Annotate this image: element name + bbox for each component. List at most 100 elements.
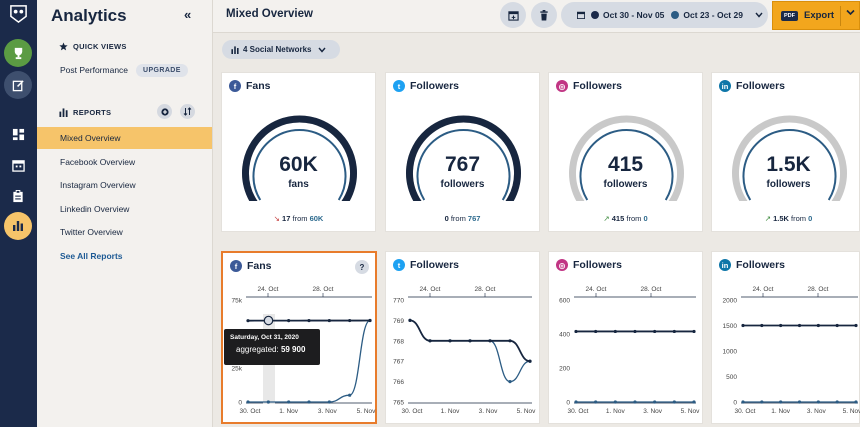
top-tick-label: 28. Oct	[475, 286, 496, 293]
sidebar: Analytics « QUICK VIEWS Post Performance…	[37, 0, 213, 427]
data-point	[574, 400, 578, 404]
data-point	[368, 318, 372, 323]
top-tick-label: 28. Oct	[641, 286, 662, 293]
delta-value: 0	[444, 214, 449, 223]
networks-filter-label: 4 Social Networks	[243, 45, 312, 54]
data-point	[760, 323, 764, 328]
card-header: t Followers	[393, 80, 459, 92]
gauge-card: ◎ Followers 415 followers ↗ 415 from 0	[548, 72, 703, 232]
card-header: in Followers	[719, 80, 785, 92]
gauge-fill	[242, 115, 357, 201]
data-point	[327, 318, 331, 323]
delete-report-button[interactable]	[531, 2, 557, 28]
help-button[interactable]: ?	[355, 260, 369, 274]
y-tick-label: 200	[559, 366, 570, 373]
card-title: Followers	[573, 259, 623, 271]
owl-logo-icon[interactable]	[9, 4, 28, 23]
top-tick-label: 28. Oct	[313, 286, 334, 293]
question-icon: ?	[359, 262, 365, 272]
top-tick-label: 24. Oct	[420, 286, 441, 293]
add-report-button[interactable]	[157, 104, 172, 119]
sort-reports-button[interactable]	[180, 104, 195, 119]
top-tick-label: 24. Oct	[258, 286, 279, 293]
tooltip-body: aggregated: 59 900	[230, 345, 314, 354]
plus-icon	[160, 107, 169, 116]
data-point	[287, 319, 291, 323]
y-tick-label: 767	[393, 359, 404, 366]
arrow-up-icon: ↗	[764, 214, 771, 223]
current-date-range: Oct 30 - Nov 05	[603, 10, 665, 20]
y-tick-label: 75k	[232, 298, 243, 305]
from-label: from	[450, 214, 466, 223]
data-point	[741, 400, 745, 404]
arrow-down-icon: ↘	[273, 214, 280, 223]
linkedin-icon: in	[719, 259, 731, 271]
data-point	[408, 318, 412, 322]
gauge-value: 767	[444, 153, 481, 176]
data-point	[613, 400, 617, 404]
data-point	[633, 329, 637, 334]
data-point	[348, 393, 352, 397]
sidebar-item-instagram-overview[interactable]: Instagram Overview	[37, 174, 212, 196]
y-tick-label: 769	[393, 318, 404, 325]
card-title: Fans	[247, 260, 272, 272]
gauge-value: 415	[607, 153, 644, 176]
export-options-chevron-icon[interactable]	[846, 9, 855, 16]
card-title: Followers	[736, 80, 786, 92]
data-point	[779, 400, 783, 404]
gauge-inner-ring	[579, 129, 674, 201]
date-range-picker[interactable]: Oct 30 - Nov 05 Oct 23 - Oct 29	[561, 2, 768, 28]
y-tick-label: 768	[393, 338, 404, 345]
y-tick-label: 770	[393, 298, 404, 305]
gauge-fill	[406, 115, 521, 201]
bottom-tick-label: 5. Nov	[843, 408, 860, 415]
collapse-sidebar-button[interactable]: «	[184, 7, 192, 22]
bar-chart-icon	[59, 108, 68, 117]
see-all-reports-link[interactable]: See All Reports	[60, 251, 123, 261]
delta-value: 1.5K	[773, 214, 789, 223]
gauge-unit: followers	[440, 179, 485, 190]
dashboard-icon[interactable]	[4, 122, 32, 146]
nav-rail	[0, 0, 37, 427]
schedule-report-button[interactable]	[500, 2, 526, 28]
gauge-unit: fans	[288, 179, 309, 190]
data-point	[854, 400, 858, 404]
data-point	[797, 400, 802, 404]
data-point	[613, 329, 617, 334]
bottom-tick-label: 30. Oct	[568, 408, 589, 415]
data-point	[594, 400, 598, 404]
data-point	[835, 400, 839, 404]
data-point	[246, 319, 250, 323]
tooltip-value: 59 900	[280, 345, 306, 354]
from-value: 0	[808, 214, 813, 223]
y-tick-label: 400	[559, 332, 570, 339]
y-tick-label: 0	[566, 400, 570, 407]
analytics-icon[interactable]	[4, 212, 32, 240]
data-point	[779, 323, 783, 328]
upgrade-badge[interactable]: UPGRADE	[136, 63, 188, 77]
chart-tooltip: Saturday, Oct 31, 2020 aggregated: 59 90…	[224, 329, 320, 365]
facebook-icon: f	[230, 260, 242, 272]
clipboard-icon[interactable]	[4, 184, 32, 208]
data-point	[488, 339, 492, 343]
data-point	[528, 359, 532, 363]
calendar-icon[interactable]	[4, 153, 32, 177]
sidebar-item-linkedin-overview[interactable]: Linkedin Overview	[37, 198, 212, 220]
facebook-icon: f	[229, 80, 241, 92]
sidebar-item-mixed-overview[interactable]: Mixed Overview	[37, 127, 212, 149]
compose-icon[interactable]	[4, 71, 32, 99]
gauge	[242, 115, 357, 201]
sidebar-item-post-performance[interactable]: Post Performance UPGRADE	[37, 59, 212, 81]
y-tick-label: 500	[726, 374, 737, 381]
export-button[interactable]: PDF Export	[772, 1, 860, 30]
trophy-icon[interactable]	[4, 39, 32, 67]
sidebar-item-twitter-overview[interactable]: Twitter Overview	[37, 221, 212, 243]
from-label: from	[626, 214, 642, 223]
bottom-tick-label: 3. Nov	[643, 408, 663, 415]
data-point	[797, 323, 802, 328]
chevron-down-icon	[755, 12, 763, 18]
bottom-tick-label: 1. Nov	[606, 408, 626, 415]
sidebar-item-facebook-overview[interactable]: Facebook Overview	[37, 151, 212, 173]
networks-filter[interactable]: 4 Social Networks	[222, 40, 340, 59]
current-period-dot	[591, 11, 599, 19]
